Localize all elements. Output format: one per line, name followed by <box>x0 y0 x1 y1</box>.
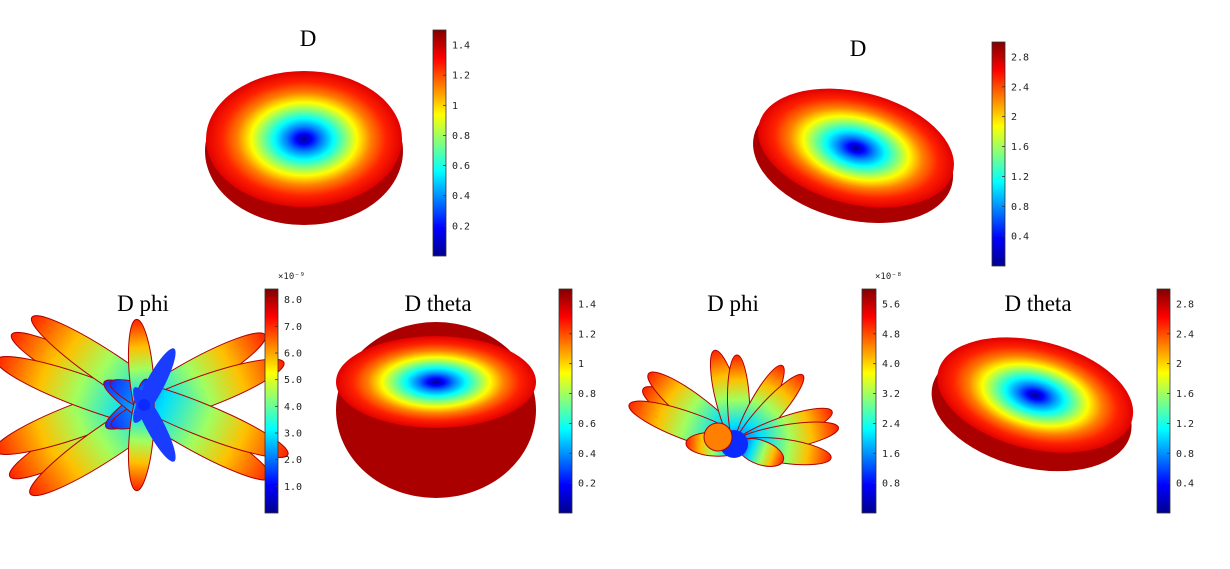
colorbar-tick-label: 2 <box>1011 112 1017 123</box>
torus-surface <box>753 88 954 223</box>
colorbar-tick-label: 0.4 <box>578 449 596 460</box>
colorbar-tick-label: 0.8 <box>578 389 596 400</box>
panel-title: D theta <box>1004 291 1071 316</box>
colorbar-tick-label: 0.2 <box>578 479 596 490</box>
colorbar-tick-label: 0.4 <box>452 191 470 202</box>
colorbar: 0.2 0.4 0.6 0.8 1 1.2 1.4 <box>432 29 470 257</box>
colorbar-tick-label: 0.6 <box>578 419 596 430</box>
colorbar-tick-label: 0.8 <box>1011 202 1029 213</box>
panel-d-top-right: D 0.4 0.8 1.2 1.6 2 2.4 2.8 <box>753 36 1029 267</box>
colorbar-tick-label: 0.8 <box>452 131 470 142</box>
panel-d-theta-left: D theta 0.2 0.4 0.6 0.8 1 1.2 1.4 <box>336 288 596 514</box>
colorbar-tick-label: 1 <box>452 101 458 112</box>
colorbar-tick-label: 2.4 <box>1011 82 1029 93</box>
panel-title: D phi <box>117 291 169 316</box>
colorbar: 0.8 1.6 2.4 3.2 4.0 4.8 5.6 ×10⁻⁸ <box>861 272 902 514</box>
colorbar-tick-label: 2.8 <box>1176 299 1194 310</box>
colorbar-tick-label: 2.4 <box>882 419 900 430</box>
colorbar-tick-label: 4.0 <box>882 359 900 370</box>
colorbar-tick-label: 0.8 <box>882 479 900 490</box>
colorbar-tick-label: 1.2 <box>578 329 596 340</box>
colorbar-multiplier: ×10⁻⁹ <box>278 272 305 282</box>
colorbar-tick-label: 1.6 <box>1176 389 1194 400</box>
panel-d-top-left: D 0.2 0.4 0.6 0.8 1 1.2 1.4 <box>205 26 470 257</box>
multi-lobe-surface <box>628 349 840 467</box>
panel-d-phi-right: D phi 0.8 1.6 2.4 3.2 4.0 4.8 5.6 ×10⁻⁸ <box>628 272 902 514</box>
colorbar-tick-label: 2.4 <box>1176 329 1194 340</box>
colorbar-tick-label: 2 <box>1176 359 1182 370</box>
colorbar-tick-label: 1.2 <box>1011 172 1029 183</box>
colorbar: 0.2 0.4 0.6 0.8 1 1.2 1.4 <box>558 288 596 514</box>
panel-title: D <box>300 26 317 51</box>
colorbar-tick-label: 1.0 <box>284 482 302 493</box>
panel-d-phi-left: D phi 1.0 2.0 3.0 4.0 5.0 6.0 7.0 8.0 ×10⁻⁹ <box>0 272 305 514</box>
torus-surface <box>931 337 1134 472</box>
colorbar: 1.0 2.0 3.0 4.0 5.0 6.0 7.0 8.0 ×10⁻⁹ <box>264 272 305 514</box>
colorbar-gradient <box>558 288 573 514</box>
panel-title: D <box>850 36 867 61</box>
colorbar-tick-label: 7.0 <box>284 322 302 333</box>
colorbar-tick-label: 6.0 <box>284 349 302 360</box>
colorbar-tick-label: 4.8 <box>882 329 900 340</box>
colorbar-tick-label: 2.0 <box>284 455 302 466</box>
colorbar-tick-label: 1.6 <box>1011 142 1029 153</box>
multi-lobe-surface <box>0 315 289 497</box>
torus-surface <box>336 322 536 498</box>
colorbar-tick-label: 4.0 <box>284 402 302 413</box>
colorbar-tick-label: 1.4 <box>578 299 596 310</box>
colorbar-tick-label: 0.8 <box>1176 449 1194 460</box>
torus-surface <box>205 71 403 225</box>
colorbar-tick-label: 1.2 <box>452 71 470 82</box>
panel-d-theta-right: D theta 0.4 0.8 1.2 1.6 2 2.4 2.8 <box>931 288 1194 514</box>
colorbar-multiplier: ×10⁻⁸ <box>875 272 902 282</box>
colorbar: 0.4 0.8 1.2 1.6 2 2.4 2.8 <box>1156 288 1194 514</box>
panel-title: D theta <box>404 291 471 316</box>
colorbar-tick-label: 3.2 <box>882 389 900 400</box>
colorbar-tick-label: 1.2 <box>1176 419 1194 430</box>
colorbar-tick-label: 0.4 <box>1011 232 1029 243</box>
colorbar: 0.4 0.8 1.2 1.6 2 2.4 2.8 <box>991 41 1029 267</box>
colorbar-tick-label: 1 <box>578 359 584 370</box>
colorbar-gradient <box>1156 288 1171 514</box>
colorbar-tick-label: 0.6 <box>452 161 470 172</box>
panel-title: D phi <box>707 291 759 316</box>
colorbar-tick-label: 0.4 <box>1176 479 1194 490</box>
colorbar-tick-label: 5.6 <box>882 299 900 310</box>
colorbar-gradient <box>432 29 447 257</box>
colorbar-tick-label: 0.2 <box>452 221 470 232</box>
colorbar-tick-label: 5.0 <box>284 375 302 386</box>
colorbar-tick-label: 8.0 <box>284 295 302 306</box>
colorbar-gradient <box>861 288 877 514</box>
colorbar-tick-label: 3.0 <box>284 429 302 440</box>
colorbar-gradient <box>991 41 1006 267</box>
colorbar-tick-label: 1.4 <box>452 41 470 52</box>
colorbar-gradient <box>264 288 279 514</box>
colorbar-tick-label: 2.8 <box>1011 52 1029 63</box>
colorbar-tick-label: 1.6 <box>882 449 900 460</box>
